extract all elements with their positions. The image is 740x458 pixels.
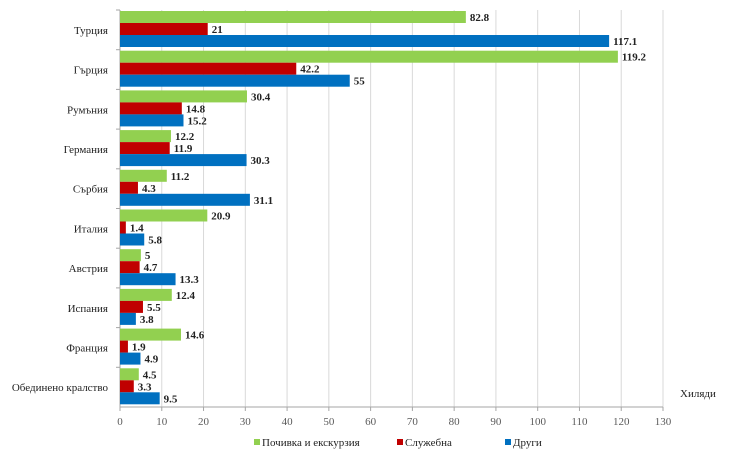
x-tick-label: 100	[529, 416, 546, 428]
x-tick-label: 80	[449, 416, 461, 428]
bar	[120, 90, 247, 103]
x-tick-label: 110	[571, 416, 588, 428]
data-label: 82.8	[470, 12, 490, 24]
data-label: 4.7	[144, 262, 158, 274]
bar	[120, 273, 176, 286]
data-label: 1.4	[130, 223, 144, 235]
category-label: Германия	[64, 144, 108, 156]
data-label: 3.8	[140, 314, 154, 326]
bar	[120, 392, 160, 405]
category-label: Испания	[68, 303, 108, 315]
x-tick-label: 0	[117, 416, 123, 428]
x-axis-title: Хиляди	[680, 388, 716, 400]
x-tick-label: 20	[198, 416, 210, 428]
legend: Почивка и екскурзия Служебна Други	[254, 437, 542, 449]
bar	[120, 249, 141, 262]
bar	[120, 169, 167, 182]
bar	[120, 193, 250, 206]
data-label: 5.8	[148, 235, 162, 247]
data-label: 15.2	[187, 115, 207, 127]
category-label: Австрия	[69, 263, 108, 275]
bar	[120, 142, 170, 155]
legend-swatch	[397, 439, 403, 445]
data-label: 31.1	[254, 195, 273, 207]
bar	[120, 154, 247, 167]
legend-label: Други	[513, 437, 542, 449]
category-labels: Турция Гърция Румъния Германия Сърбия Италия А…	[12, 25, 109, 394]
data-label: 4.3	[142, 183, 156, 195]
bar	[120, 130, 171, 143]
data-label: 4.9	[144, 354, 158, 366]
x-tick-label: 120	[613, 416, 630, 428]
bar	[120, 50, 618, 63]
data-label: 42.2	[300, 64, 320, 76]
data-label: 5.5	[147, 302, 161, 314]
data-labels: 82.821117.1119.242.25530.414.815.212.211…	[130, 12, 647, 405]
legend-swatch	[254, 439, 260, 445]
legend-label: Служебна	[405, 437, 452, 449]
x-tick-label: 50	[323, 416, 335, 428]
x-tick-label: 60	[365, 416, 377, 428]
legend-label: Почивка и екскурзия	[262, 437, 360, 449]
category-label: Сърбия	[73, 184, 108, 196]
bar	[120, 62, 297, 75]
data-label: 5	[145, 250, 151, 262]
data-label: 14.8	[186, 103, 206, 115]
data-label: 11.9	[174, 143, 193, 155]
bar	[120, 221, 126, 234]
category-label: Румъния	[67, 104, 108, 116]
bar	[120, 181, 138, 194]
category-label: Турция	[74, 25, 108, 37]
bar	[120, 340, 128, 353]
category-label: Италия	[74, 223, 108, 235]
x-tick-label: 70	[407, 416, 419, 428]
category-label: Франция	[66, 342, 108, 354]
bar	[120, 312, 136, 325]
x-tick-label: 10	[156, 416, 168, 428]
bar	[120, 209, 208, 222]
data-label: 12.4	[176, 290, 196, 302]
data-label: 119.2	[622, 52, 647, 64]
bar	[120, 114, 184, 127]
bar	[120, 23, 208, 35]
x-tick-label: 130	[655, 416, 672, 428]
bar	[120, 328, 181, 341]
data-label: 12.2	[175, 131, 195, 143]
bar	[120, 74, 350, 87]
x-tick-label: 30	[240, 416, 252, 428]
bar	[120, 352, 141, 365]
bar	[120, 300, 143, 313]
bar	[120, 102, 182, 115]
data-label: 20.9	[211, 211, 231, 223]
bar	[120, 368, 139, 381]
legend-swatch	[505, 439, 511, 445]
category-label: Гърция	[74, 65, 108, 77]
x-tick-label: 40	[282, 416, 294, 428]
category-label: Обединено кралство	[12, 382, 109, 394]
data-label: 21	[212, 24, 223, 36]
bar	[120, 11, 466, 23]
data-label: 30.3	[251, 155, 271, 167]
bar	[120, 261, 140, 274]
bar	[120, 233, 145, 246]
data-label: 9.5	[164, 393, 178, 405]
bar	[120, 380, 134, 393]
data-label: 14.6	[185, 330, 205, 342]
data-label: 55	[354, 76, 366, 88]
data-label: 13.3	[180, 274, 200, 286]
data-label: 3.3	[138, 381, 152, 393]
data-label: 1.9	[132, 342, 146, 354]
bar	[120, 288, 172, 301]
bars	[120, 11, 618, 405]
x-tick-labels: 0 10 20 30 40 50 60 70 80 90 100 110 120 130	[117, 416, 672, 428]
bar	[120, 35, 610, 47]
data-label: 11.2	[171, 171, 190, 183]
data-label: 30.4	[251, 91, 271, 103]
data-label: 4.5	[143, 369, 157, 381]
x-tick-label: 90	[490, 416, 502, 428]
data-label: 117.1	[613, 36, 637, 48]
